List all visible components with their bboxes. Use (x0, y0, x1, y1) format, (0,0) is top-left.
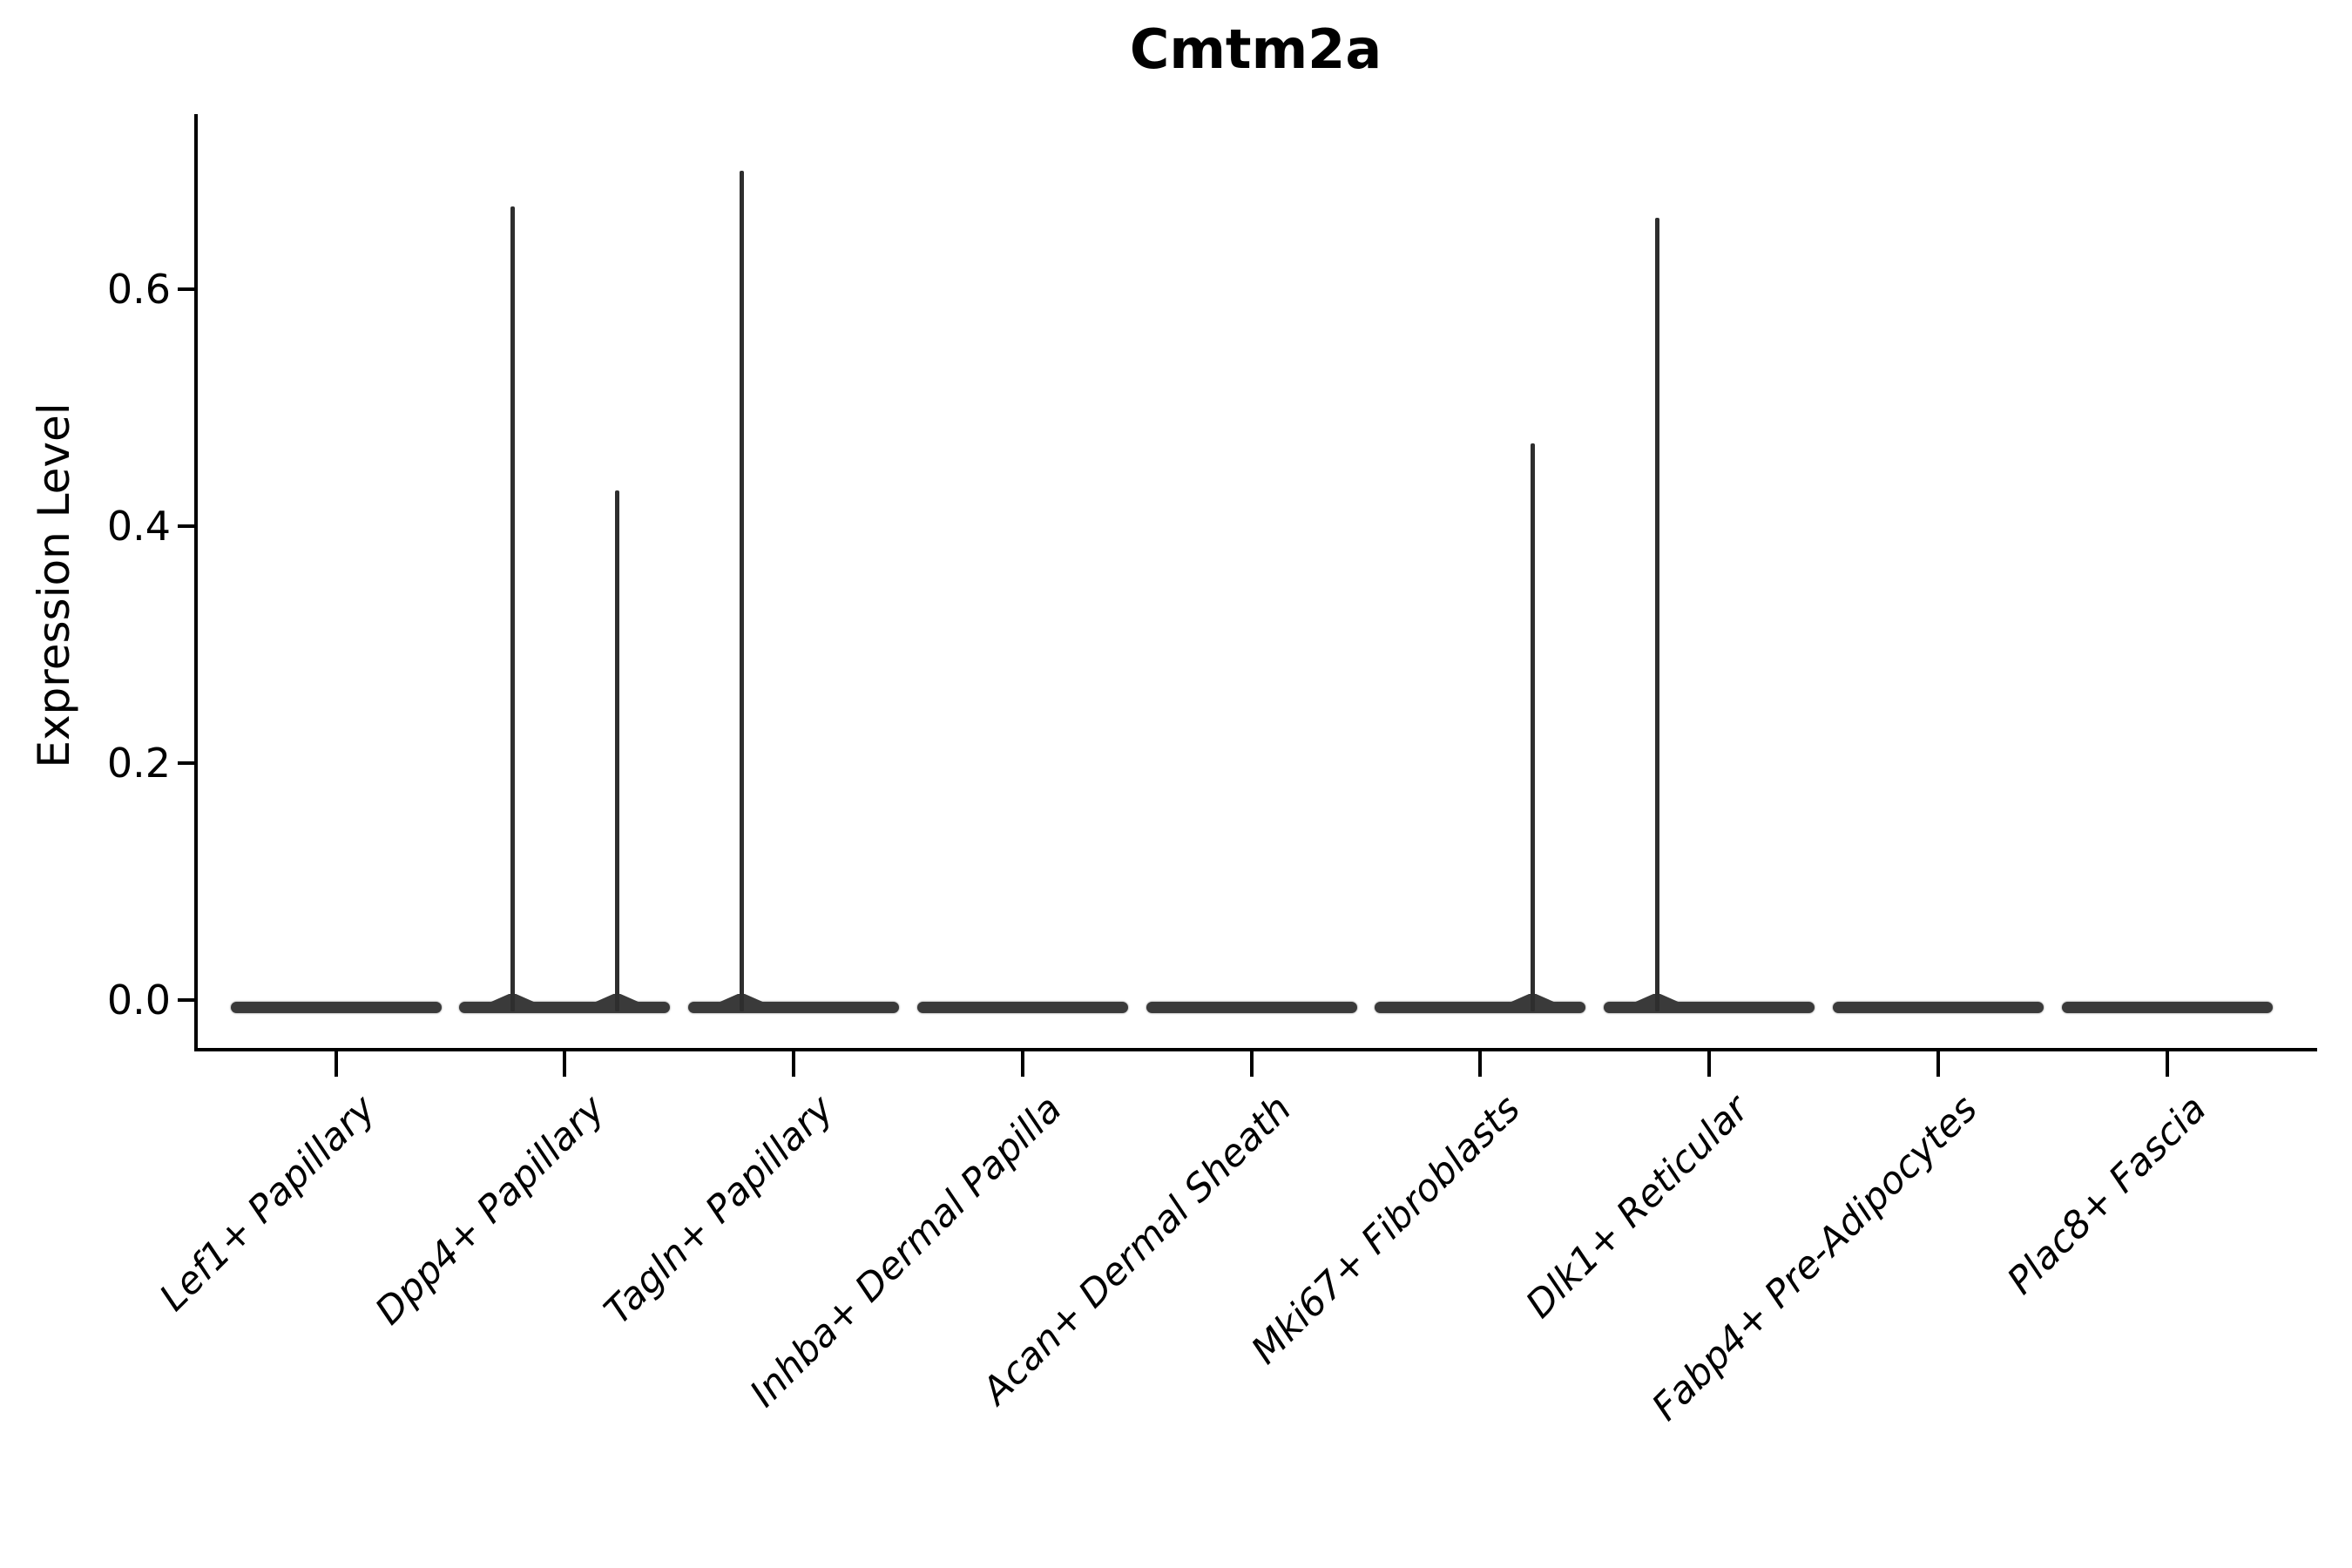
x-tick-label: Dlk1+ Reticular (1517, 1087, 1758, 1328)
y-axis-label: Expression Level (29, 402, 79, 768)
expression-max-spike (510, 206, 515, 1011)
y-axis-spine (194, 114, 198, 1051)
expression-max-spike (614, 490, 619, 1011)
x-tick-mark (1249, 1051, 1254, 1077)
x-tick-label: Lef1+ Papillary (151, 1087, 384, 1320)
y-tick-label: 0.4 (106, 503, 171, 550)
y-tick-mark (178, 287, 194, 291)
x-axis-spine (194, 1048, 2317, 1051)
x-tick-mark (334, 1051, 338, 1077)
y-tick-mark (178, 761, 194, 765)
chart-title: Cmtm2a (1129, 17, 1382, 81)
expression-max-spike (739, 171, 744, 1011)
y-tick-label: 0.6 (106, 266, 171, 313)
violin-base (230, 1002, 442, 1013)
violin-base (916, 1002, 1128, 1013)
y-tick-label: 0.0 (106, 977, 171, 1024)
x-tick-mark (1936, 1051, 1940, 1077)
y-tick-label: 0.2 (106, 740, 171, 787)
x-tick-label: Plac8+ Fascia (1999, 1087, 2215, 1303)
x-tick-mark (792, 1051, 795, 1077)
x-tick-mark (1478, 1051, 1483, 1077)
x-tick-mark (563, 1051, 567, 1077)
x-tick-label: Dpp4+ Papillary (367, 1087, 613, 1334)
y-tick-mark (178, 998, 194, 1002)
x-tick-mark (2165, 1051, 2169, 1077)
violin-base (2061, 1002, 2273, 1013)
expression-max-spike (1530, 443, 1535, 1011)
violin-base (1832, 1002, 2044, 1013)
violin-base (1146, 1002, 1357, 1013)
y-tick-mark (178, 524, 194, 528)
expression-max-spike (1654, 218, 1659, 1011)
x-tick-label: Tagln+ Papillary (596, 1087, 842, 1334)
x-tick-mark (1707, 1051, 1711, 1077)
x-tick-mark (1020, 1051, 1024, 1077)
